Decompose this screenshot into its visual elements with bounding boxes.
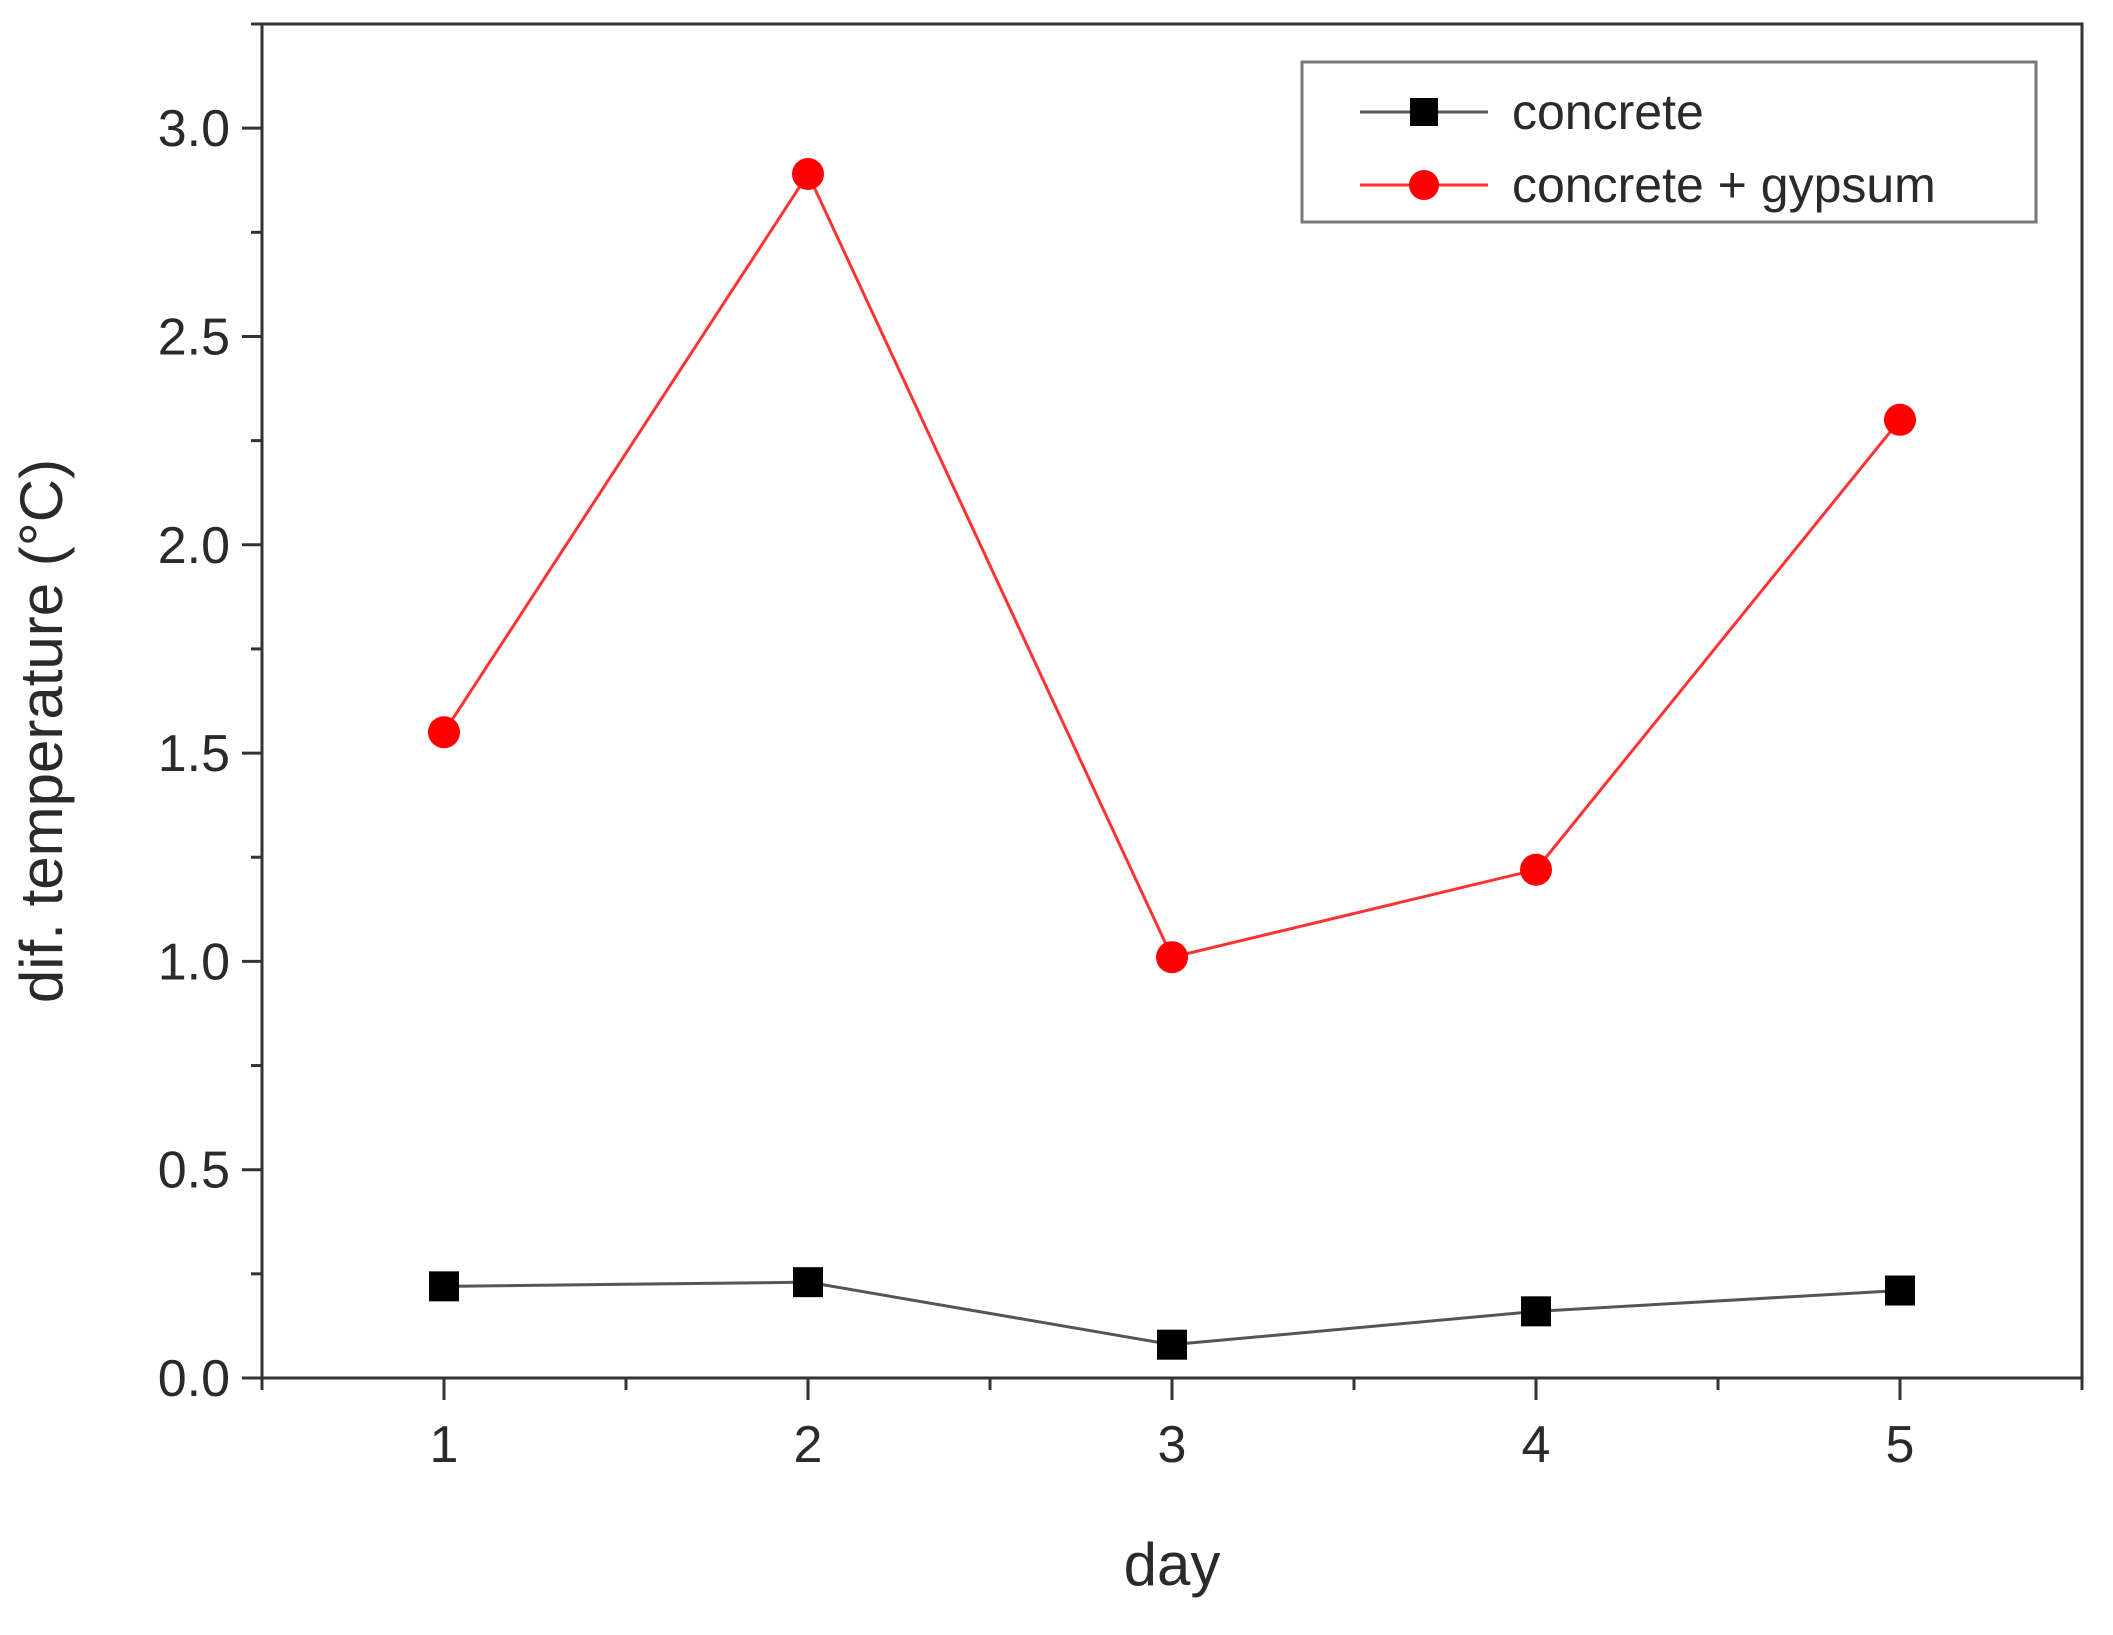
y-tick-label: 1.5 xyxy=(158,725,230,783)
x-tick-label: 3 xyxy=(1158,1416,1187,1474)
y-axis-title: dif. temperature (°C) xyxy=(8,459,75,1003)
x-tick-label: 4 xyxy=(1522,1416,1551,1474)
legend-label-concrete-gypsum: concrete + gypsum xyxy=(1512,157,1936,213)
legend-entries: concrete concrete + gypsum xyxy=(1360,84,1936,213)
legend-label-concrete: concrete xyxy=(1512,84,1704,140)
series-layer xyxy=(428,157,1916,1360)
y-tick-label: 2.0 xyxy=(158,517,230,575)
x-tick-label: 5 xyxy=(1886,1416,1915,1474)
y-tick-label: 0.5 xyxy=(158,1142,230,1200)
data-point-concrete xyxy=(1521,1296,1551,1327)
x-tick-label: 2 xyxy=(794,1416,823,1474)
data-point-concrete-gypsum xyxy=(428,716,460,749)
data-point-concrete xyxy=(1885,1275,1915,1306)
y-tick-label: 3.0 xyxy=(158,100,230,158)
data-point-concrete-gypsum xyxy=(1884,403,1916,436)
y-tick-label: 0.0 xyxy=(158,1350,230,1408)
y-axis: 0.0 0.5 1.0 1.5 2.0 2.5 3.0 xyxy=(158,22,262,1408)
x-axis-title: day xyxy=(1124,1531,1221,1598)
data-point-concrete xyxy=(1157,1329,1187,1360)
legend-box xyxy=(1300,60,2038,224)
data-point-concrete-gypsum xyxy=(792,157,824,190)
data-point-concrete xyxy=(793,1267,823,1298)
data-point-concrete xyxy=(429,1271,459,1302)
data-point-concrete-gypsum xyxy=(1520,853,1552,886)
x-tick-label: 1 xyxy=(430,1416,459,1474)
x-axis: 1 2 3 4 5 xyxy=(260,1378,2084,1474)
legend: concrete concrete + gypsum xyxy=(1300,60,2038,224)
y-tick-label: 2.5 xyxy=(158,308,230,366)
legend-marker-concrete xyxy=(1410,98,1438,126)
y-tick-label: 1.0 xyxy=(158,933,230,991)
data-point-concrete-gypsum xyxy=(1156,941,1188,974)
legend-marker-concrete-gypsum xyxy=(1409,170,1439,200)
